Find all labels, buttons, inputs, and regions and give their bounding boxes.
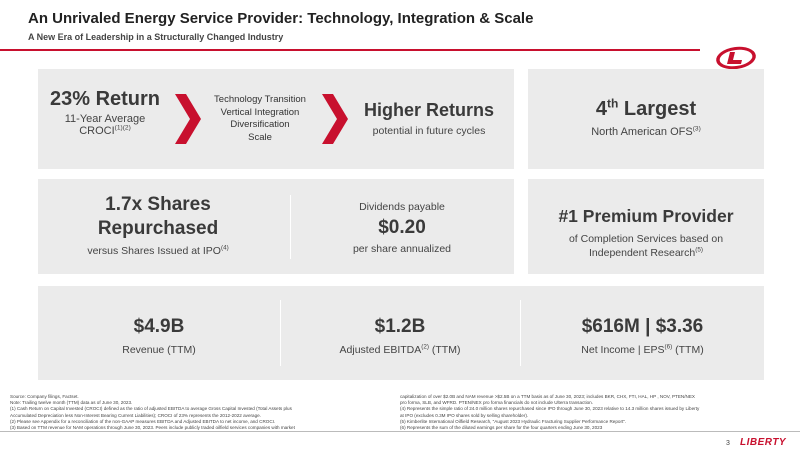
driver-item: Technology Transition [214,94,306,105]
premium-sub: of Completion Services based on [568,233,724,245]
footnote: (6) Represents the sum of the diluted ea… [400,425,603,431]
premium-sub-2: Independent Research(5) [589,246,703,259]
footnote: Note: Trailing twelve month (TTM) data a… [10,400,133,406]
ebitda-value: $1.2B [374,316,426,337]
dividend-sub: per share annualized [352,243,452,255]
footnote: at IPO (excludes 0.3M IPO shares sold by… [400,412,529,418]
dividend-label: Dividends payable [359,201,445,213]
revenue-label: Revenue (TTM) [122,344,196,356]
ebitda-label: Adjusted EBITDA(2) (TTM) [339,343,461,356]
premium-block: #1 Premium Provider of Completion Servic… [528,206,764,259]
chevron-right-icon [175,94,201,144]
footnote: (1) Cash Return on Capital Invested (CRO… [10,406,292,412]
return-block: 23% Return 11-Year Average CROCI(1)(2) [40,88,170,137]
footnote: Source: Company filings, Factset. [10,394,79,399]
footnote: (3) Based on TTM revenue for NAM operati… [10,425,295,431]
footnotes-right: capitalization of over $2.0B and NAM rev… [400,394,795,431]
returns-panel [38,69,514,169]
page-title: An Unrivaled Energy Service Provider: Te… [28,10,534,27]
driver-item: Diversification [230,119,290,130]
dividend-value: $0.20 [378,217,426,238]
driver-item: Vertical Integration [220,106,300,118]
net-income-value: $616M | $3.36 [581,316,704,337]
shares-title-2: Repurchased [97,218,219,239]
rank-block: 4th Largest North American OFS(3) [528,96,764,138]
footer-brand-logo: LIBERTY [740,437,787,448]
page-number: 3 [726,440,730,447]
page-subtitle: A New Era of Leadership in a Structurall… [28,32,284,42]
header-rule [0,49,700,51]
higher-returns-title: Higher Returns [363,100,495,120]
footer-rule [0,431,800,432]
higher-returns-sub: potential in future cycles [372,125,486,137]
net-income-block: $616M | $3.36 Net Income | EPS(6) (TTM) [521,316,764,356]
shares-panel [38,179,514,274]
rank-sub: North American OFS(3) [591,125,701,138]
divider [280,300,281,366]
rank-title: 4th Largest [595,96,697,120]
revenue-value: $4.9B [133,316,185,337]
chevron-right-icon [322,94,348,144]
drivers-list: Technology Transition Vertical Integrati… [200,94,320,144]
footnote: pro forma, SLB, and WFRD. PTEN/NEX pro f… [400,400,594,406]
dividend-block: Dividends payable $0.20 per share annual… [290,201,514,255]
return-value: 23% Return [49,88,161,110]
divider [290,195,291,259]
liberty-logo-icon [716,46,756,70]
footnote: capitalization of over $2.0B and NAM rev… [400,394,695,399]
return-sub2: CROCI(1)(2) [79,124,131,137]
shares-title: 1.7x Shares [105,194,211,215]
footnote: (5) Kimberlite International Oilfield Re… [400,418,627,424]
return-sub: 11-Year Average [64,113,146,125]
higher-returns-block: Higher Returns potential in future cycle… [345,100,513,137]
shares-block: 1.7x Shares Repurchased versus Shares Is… [40,194,276,257]
net-income-label: Net Income | EPS(6) (TTM) [581,343,704,356]
driver-item: Scale [248,131,272,143]
shares-sub: versus Shares Issued at IPO(4) [87,244,229,257]
footnotes-left: Source: Company filings, Factset. Note: … [10,394,390,431]
footnote: (2) Please see Appendix for a reconcilia… [10,418,276,424]
rank-panel [528,69,764,169]
premium-title: #1 Premium Provider [558,206,734,226]
divider [520,300,521,366]
footnote: Accumulated Depreciation less Non-Intere… [10,412,261,418]
financials-panel [38,286,764,380]
ebitda-block: $1.2B Adjusted EBITDA(2) (TTM) [281,316,519,356]
footnote: (4) Represents the simple ratio of 24.0 … [400,406,700,412]
premium-panel [528,179,764,274]
revenue-block: $4.9B Revenue (TTM) [40,316,278,356]
